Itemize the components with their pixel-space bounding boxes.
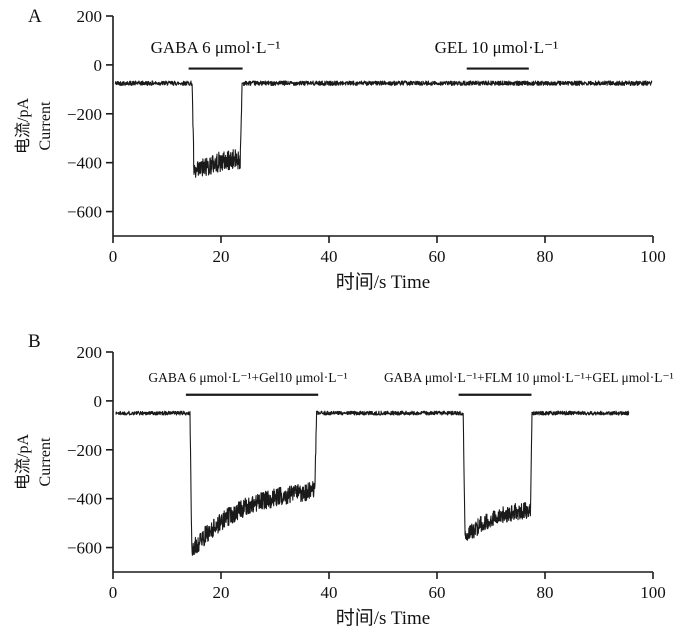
- y-axis-title: Current: [37, 437, 54, 486]
- y-tick-label: 200: [77, 7, 103, 26]
- y-tick-label: −600: [67, 539, 102, 558]
- y-tick-label: 200: [77, 343, 103, 362]
- panel-label: A: [28, 6, 42, 27]
- x-tick-label: 80: [537, 583, 554, 602]
- panel-b-chart: 200 0 −200 −400 −600 0 20 40 60 80 100 时间/s Time 电流/…: [14, 331, 674, 629]
- current-trace: [114, 80, 653, 178]
- y-tick-label: −200: [67, 441, 102, 460]
- x-tick-label: 60: [429, 247, 446, 266]
- application-label: GABA 6 μmol·L⁻¹: [151, 38, 281, 57]
- application-label: GABA μmol·L⁻¹+FLM 10 μmol·L⁻¹+GEL μmol·L…: [384, 370, 674, 385]
- y-axis-title: 电流/pA: [14, 98, 32, 154]
- x-tick-label: 20: [213, 583, 230, 602]
- y-axis-title: 电流/pA: [14, 434, 32, 490]
- y-tick-label: 0: [94, 56, 103, 75]
- x-tick-label: 40: [321, 583, 338, 602]
- x-axis-title: 时间/s Time: [336, 271, 431, 293]
- application-label: GEL 10 μmol·L⁻¹: [435, 38, 559, 57]
- y-tick-label: 0: [94, 392, 103, 411]
- y-tick-label: −600: [67, 203, 102, 222]
- x-tick-label: 40: [321, 247, 338, 266]
- current-trace: [115, 410, 630, 556]
- panel-a-chart: 200 0 −200 −400 −600 0 20 40 60 80 100 时间/s Time 电流/…: [14, 6, 666, 293]
- y-tick-label: −400: [67, 154, 102, 173]
- panel-label: B: [28, 331, 41, 352]
- y-tick-label: −400: [67, 490, 102, 509]
- y-axis-title: Current: [37, 101, 54, 150]
- x-tick-label: 20: [213, 247, 230, 266]
- x-tick-label: 100: [640, 583, 666, 602]
- application-label: GABA 6 μmol·L⁻¹+Gel10 μmol·L⁻¹: [148, 370, 347, 385]
- x-tick-label: 100: [640, 247, 666, 266]
- x-tick-label: 0: [109, 583, 118, 602]
- x-tick-label: 80: [537, 247, 554, 266]
- y-tick-label: −200: [67, 105, 102, 124]
- x-tick-label: 60: [429, 583, 446, 602]
- x-tick-label: 0: [109, 247, 118, 266]
- x-axis-title: 时间/s Time: [336, 607, 431, 629]
